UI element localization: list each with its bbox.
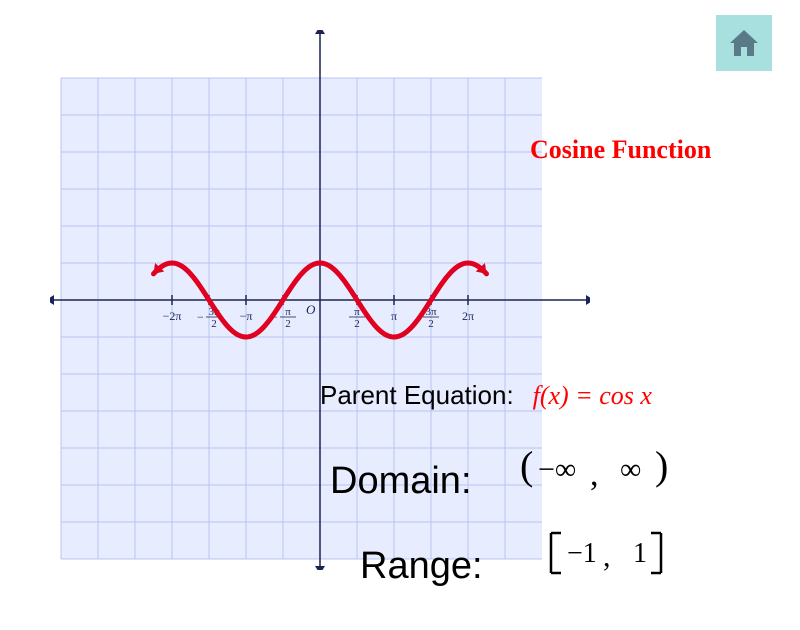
domain-line: Domain: ( −∞ , ∞ ) bbox=[330, 445, 690, 503]
svg-text:2: 2 bbox=[285, 318, 291, 330]
svg-text:−∞: −∞ bbox=[538, 453, 576, 486]
range-value: −1 , 1 bbox=[541, 546, 691, 586]
svg-text:π: π bbox=[285, 306, 291, 318]
svg-text:2: 2 bbox=[354, 318, 360, 330]
svg-text:,: , bbox=[590, 456, 599, 493]
svg-text:2: 2 bbox=[211, 318, 217, 330]
svg-text:∞: ∞ bbox=[620, 453, 641, 486]
svg-text:2: 2 bbox=[428, 318, 434, 330]
parent-equation-label: Parent Equation: bbox=[320, 380, 514, 410]
function-title: Cosine Function bbox=[530, 135, 711, 165]
parent-equation-value: f(x) = cos x bbox=[533, 381, 652, 410]
svg-text:−2π: −2π bbox=[163, 309, 182, 323]
svg-text:,: , bbox=[603, 540, 611, 573]
svg-text:π: π bbox=[391, 309, 397, 323]
domain-value: ( −∞ , ∞ ) bbox=[520, 461, 690, 501]
home-button[interactable] bbox=[716, 15, 772, 71]
range-line: Range: −1 , 1 bbox=[360, 528, 691, 588]
svg-text:1: 1 bbox=[633, 538, 647, 569]
parent-equation-line: Parent Equation: f(x) = cos x bbox=[320, 380, 652, 411]
svg-text:): ) bbox=[655, 445, 668, 488]
svg-text:−: − bbox=[197, 310, 204, 324]
range-label: Range: bbox=[360, 545, 483, 587]
svg-text:(: ( bbox=[520, 445, 533, 488]
home-icon bbox=[726, 25, 762, 61]
svg-text:2π: 2π bbox=[462, 309, 474, 323]
svg-text:O: O bbox=[306, 302, 316, 317]
svg-text:−1: −1 bbox=[567, 538, 597, 569]
domain-label: Domain: bbox=[330, 460, 472, 502]
svg-text:−π: −π bbox=[240, 309, 253, 323]
